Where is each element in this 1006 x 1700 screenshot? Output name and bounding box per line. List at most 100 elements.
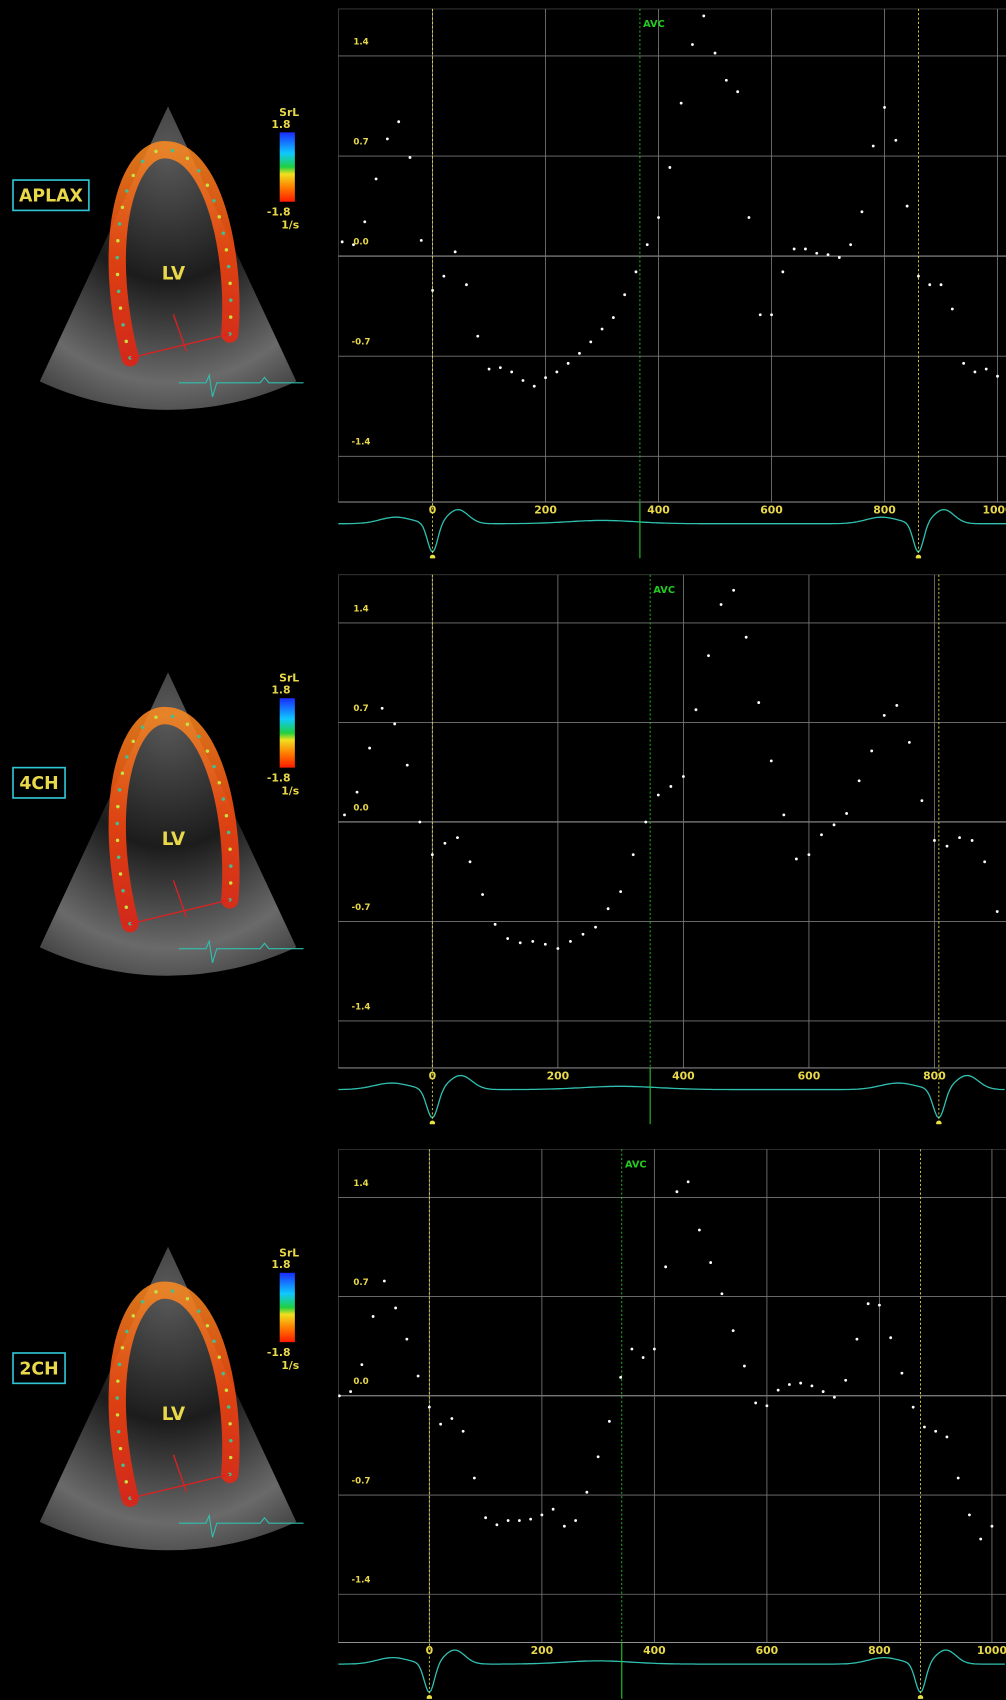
strain-dot: [555, 371, 558, 374]
strain-plot: 02004006008001000AVC: [338, 9, 1006, 560]
y-tick-label: 0.0: [353, 1377, 368, 1387]
strain-plot: 02004006008001000AVC: [338, 1149, 1006, 1700]
plot-frame: [338, 9, 1006, 502]
strain-dot: [889, 1336, 892, 1339]
strain-dot: [499, 366, 502, 369]
strain-dot: [985, 368, 988, 371]
tracking-dot: [225, 814, 228, 817]
strain-dot: [494, 923, 497, 926]
strain-dot: [827, 253, 830, 256]
strain-dot: [623, 293, 626, 296]
tracking-dot: [121, 323, 124, 326]
tracking-dot: [118, 222, 121, 225]
strain-dot: [822, 1390, 825, 1393]
y-tick-label: -0.7: [352, 1476, 371, 1486]
x-tick-label: 0: [426, 1644, 434, 1657]
strain-dot: [996, 375, 999, 378]
tracking-dot: [141, 1300, 144, 1303]
y-tick-label: 0.0: [353, 803, 368, 813]
strain-dot: [653, 1348, 656, 1351]
tracking-dot: [197, 735, 200, 738]
strain-dot: [552, 1508, 555, 1511]
strain-dot: [808, 853, 811, 856]
strain-dot: [934, 1430, 937, 1433]
x-tick-label: 800: [868, 1644, 891, 1657]
strain-dot: [844, 1379, 847, 1382]
strain-dot: [635, 270, 638, 273]
tracking-dot: [125, 340, 128, 343]
strain-dot: [473, 1477, 476, 1480]
strain-dot: [838, 256, 841, 259]
strain-dot: [725, 79, 728, 82]
tracking-dot: [132, 1314, 135, 1317]
cycle-marker-dot: [430, 555, 435, 560]
x-tick-label: 0: [429, 504, 437, 517]
strain-dot: [754, 1401, 757, 1404]
strain-dot: [454, 250, 457, 253]
x-tick-label: 200: [531, 1644, 554, 1657]
strain-dot: [585, 1491, 588, 1494]
strain-dot: [856, 1338, 859, 1341]
strain-dot: [957, 1477, 960, 1480]
chamber-label: LV: [162, 829, 186, 850]
strain-dot: [870, 750, 873, 753]
strain-dot: [895, 704, 898, 707]
tracking-dot: [141, 160, 144, 163]
x-tick-label: 800: [873, 504, 896, 517]
strain-dot: [393, 722, 396, 725]
strain-dot: [476, 335, 479, 338]
strain-dot: [743, 1365, 746, 1368]
strain-dot: [702, 15, 705, 18]
strain-dot: [861, 210, 864, 213]
echo-strain-screen: APLAXLVSrL1.8-1.81/s02004006008001000AVC…: [0, 0, 1006, 1700]
strain-dot: [450, 1417, 453, 1420]
tracking-dot: [117, 1430, 120, 1433]
strain-dot: [619, 890, 622, 893]
strain-dot: [442, 275, 445, 278]
strain-dot: [928, 283, 931, 286]
cycle-marker-dot: [918, 1695, 923, 1700]
strain-dot: [933, 839, 936, 842]
tracking-dot: [228, 848, 231, 851]
tracking-dot: [125, 906, 128, 909]
strain-dot: [519, 941, 522, 944]
strain-dot: [495, 1523, 498, 1526]
strain-dot: [431, 853, 434, 856]
strain-dot: [356, 791, 359, 794]
y-tick-label: -0.7: [352, 338, 371, 348]
tracking-dot: [171, 149, 174, 152]
annotation: AVC: [643, 19, 665, 30]
strain-dot: [343, 813, 346, 816]
tracking-dot: [119, 872, 122, 875]
y-tick-label: 0.7: [353, 704, 368, 714]
tracking-dot: [225, 1389, 228, 1392]
strain-dot: [833, 1396, 836, 1399]
colorbar-min: -1.8: [267, 206, 291, 219]
y-tick-label: 1.4: [353, 1179, 368, 1189]
tracking-dot: [116, 1413, 119, 1416]
strain-dot: [607, 907, 610, 910]
colorbar-min: -1.8: [267, 1346, 291, 1359]
tracking-dot: [121, 771, 124, 774]
strain-dot: [601, 328, 604, 331]
strain-dot: [759, 313, 762, 316]
y-tick-label: 0.7: [353, 1278, 368, 1288]
strain-dot: [675, 1190, 678, 1193]
strain-dot: [506, 937, 509, 940]
tracking-dot: [228, 282, 231, 285]
tracking-dot: [125, 755, 128, 758]
y-tick-label: 0.7: [353, 137, 368, 147]
strain-dot: [799, 1382, 802, 1385]
strain-dot: [974, 371, 977, 374]
strain-dot: [574, 1519, 577, 1522]
strain-dot: [484, 1516, 487, 1519]
strain-dot: [510, 371, 513, 374]
ecg-trace: [338, 1650, 1005, 1692]
strain-dot: [630, 1348, 633, 1351]
strain-dot: [777, 1389, 780, 1392]
strain-dot: [736, 90, 739, 93]
x-tick-label: 600: [756, 1644, 779, 1657]
strain-dot: [462, 1430, 465, 1433]
strain-dot: [732, 589, 735, 592]
tracking-dot: [116, 239, 119, 242]
